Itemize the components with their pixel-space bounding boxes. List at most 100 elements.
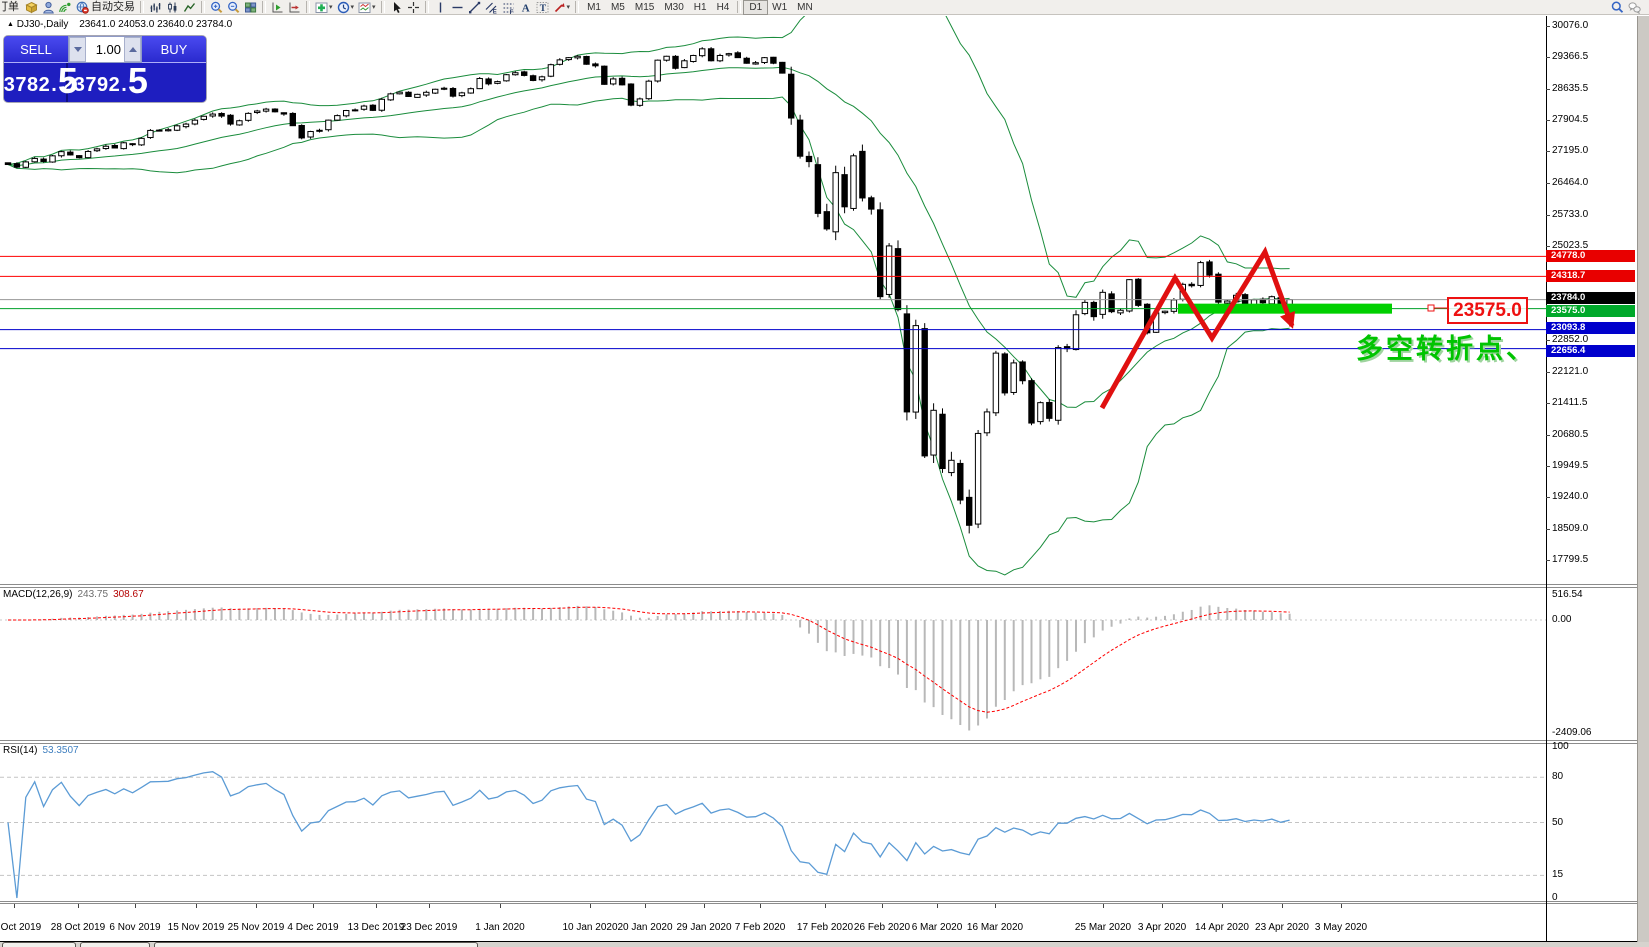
periods-icon[interactable]: ▾ bbox=[335, 0, 357, 14]
timeframe-m15[interactable]: M15 bbox=[634, 1, 655, 13]
date-tick-mark bbox=[995, 904, 996, 908]
horizontal-line-icon[interactable] bbox=[449, 0, 466, 14]
arrows-icon[interactable]: ▾ bbox=[551, 0, 573, 14]
auto-trading-button[interactable]: 自动交易 bbox=[74, 0, 137, 14]
search-icon bbox=[1611, 1, 1624, 13]
chart-tab[interactable] bbox=[80, 942, 150, 947]
search-button[interactable] bbox=[1609, 0, 1626, 14]
candlestick-chart-icon[interactable] bbox=[164, 0, 181, 14]
timeframe-m30[interactable]: M30 bbox=[664, 1, 684, 13]
toolbar-separator bbox=[424, 1, 429, 13]
fibonacci-icon[interactable]: F bbox=[500, 0, 517, 14]
date-tick-mark bbox=[704, 904, 705, 908]
new-order-button[interactable]: 新订单 bbox=[0, 0, 23, 14]
periods-icon bbox=[337, 1, 349, 13]
signals-icon[interactable] bbox=[57, 0, 74, 14]
auto-trading-label: 自动交易 bbox=[91, 1, 135, 13]
symbol-marker-icon: ▲ bbox=[7, 21, 14, 28]
text-label-icon[interactable]: T bbox=[534, 0, 551, 14]
price-tick-mark bbox=[1546, 120, 1550, 121]
macd-panel[interactable] bbox=[0, 605, 1546, 731]
price-tick-label: 19240.0 bbox=[1552, 491, 1589, 502]
equidistant-channel-icon[interactable]: E bbox=[483, 0, 500, 14]
vertical-line-icon[interactable] bbox=[432, 0, 449, 14]
crosshair-icon bbox=[407, 1, 419, 13]
market-watch-icon[interactable] bbox=[40, 0, 57, 14]
date-tick-mark bbox=[135, 904, 136, 908]
rsi-axis-label: 15 bbox=[1552, 869, 1564, 880]
sell-button[interactable]: SELL bbox=[4, 36, 68, 63]
buy-button[interactable]: BUY bbox=[142, 36, 206, 63]
chart-tab[interactable] bbox=[154, 942, 478, 947]
timeframe-h1[interactable]: H1 bbox=[693, 1, 707, 13]
indicators-icon[interactable]: ▾ bbox=[313, 0, 335, 14]
date-label: 15 Nov 2019 bbox=[167, 922, 225, 933]
auto-scroll-icon[interactable] bbox=[286, 0, 303, 14]
price-tick-mark bbox=[1546, 529, 1550, 530]
globe-icon bbox=[76, 1, 89, 14]
history-center-icon[interactable] bbox=[23, 0, 40, 14]
price-tick-label: 22852.0 bbox=[1552, 334, 1589, 345]
history-center-icon bbox=[25, 1, 38, 13]
date-label: 3 Apr 2020 bbox=[1137, 922, 1187, 933]
price-tag-24318-7: 24318.7 bbox=[1546, 270, 1635, 282]
date-tick-mark bbox=[882, 904, 883, 908]
volume-stepper: 1.00 bbox=[68, 36, 142, 63]
timeframe-mn[interactable]: MN bbox=[797, 1, 813, 13]
price-tick-label: 27195.0 bbox=[1552, 145, 1589, 156]
rsi-panel[interactable] bbox=[0, 771, 1546, 899]
chinese-note-text[interactable]: 多空转折点、 bbox=[1356, 334, 1536, 364]
main-chart-panel[interactable] bbox=[0, 0, 1546, 576]
volume-increase-button[interactable] bbox=[124, 37, 141, 62]
vertical-line-icon bbox=[439, 2, 441, 12]
timeframe-m1[interactable]: M1 bbox=[587, 1, 601, 13]
price-tick-label: 29366.5 bbox=[1552, 51, 1589, 62]
bar-chart-icon[interactable] bbox=[147, 0, 164, 14]
zoom-out-icon bbox=[228, 1, 240, 13]
rsi-axis-label: 0 bbox=[1552, 892, 1558, 903]
price-tick-mark bbox=[1546, 246, 1550, 247]
zoom-in-icon[interactable] bbox=[208, 0, 225, 14]
buy-price[interactable]: 23792. 5 bbox=[62, 63, 148, 102]
chart-shift-icon[interactable] bbox=[269, 0, 286, 14]
text-icon[interactable]: A bbox=[517, 0, 534, 14]
price-tick-mark bbox=[1546, 435, 1550, 436]
svg-text:T: T bbox=[539, 4, 546, 14]
price-box-handle[interactable] bbox=[1427, 304, 1435, 312]
trendline-icon[interactable] bbox=[466, 0, 483, 14]
price-annotation-box[interactable]: 23575.0 bbox=[1447, 297, 1528, 324]
timeframe-w1[interactable]: W1 bbox=[772, 1, 788, 13]
date-label: 4 Dec 2019 bbox=[287, 922, 339, 933]
toolbar-separator bbox=[380, 1, 385, 13]
equidistant-channel-icon: E bbox=[485, 2, 496, 14]
timeframe-d1[interactable]: D1 bbox=[743, 0, 769, 15]
date-tick-mark bbox=[1103, 904, 1104, 908]
timeframe-m5[interactable]: M5 bbox=[610, 1, 625, 13]
line-chart-icon[interactable] bbox=[181, 0, 198, 14]
volume-decrease-button[interactable] bbox=[69, 37, 86, 62]
price-tick-mark bbox=[1546, 466, 1550, 467]
sell-price-main: 23782 bbox=[0, 74, 51, 96]
volume-value[interactable]: 1.00 bbox=[95, 42, 121, 57]
timeframe-h4[interactable]: H4 bbox=[716, 1, 730, 13]
chart-tab[interactable] bbox=[2, 942, 76, 947]
crosshair-icon[interactable] bbox=[405, 0, 422, 14]
zigzag-arrow-object[interactable] bbox=[1099, 246, 1296, 410]
arrows-icon bbox=[554, 2, 565, 12]
sell-price[interactable]: 23782.5 bbox=[0, 63, 78, 102]
price-tick-mark bbox=[1546, 89, 1550, 90]
price-tick-mark bbox=[1546, 215, 1550, 216]
buy-price-frac: 5 bbox=[127, 60, 148, 102]
templates-icon[interactable]: ▾ bbox=[356, 0, 378, 14]
chat-icon bbox=[1628, 1, 1641, 14]
tile-windows-icon[interactable] bbox=[242, 0, 259, 14]
zoom-out-icon[interactable] bbox=[225, 0, 242, 14]
indicators-icon bbox=[315, 2, 328, 13]
toolbar-separator bbox=[140, 1, 144, 13]
chat-button[interactable] bbox=[1626, 0, 1643, 14]
cursor-icon[interactable] bbox=[388, 0, 405, 14]
bollinger-upper-band bbox=[7, 16, 1290, 298]
price-tick-mark bbox=[1546, 372, 1550, 373]
trendline-icon bbox=[468, 1, 480, 13]
